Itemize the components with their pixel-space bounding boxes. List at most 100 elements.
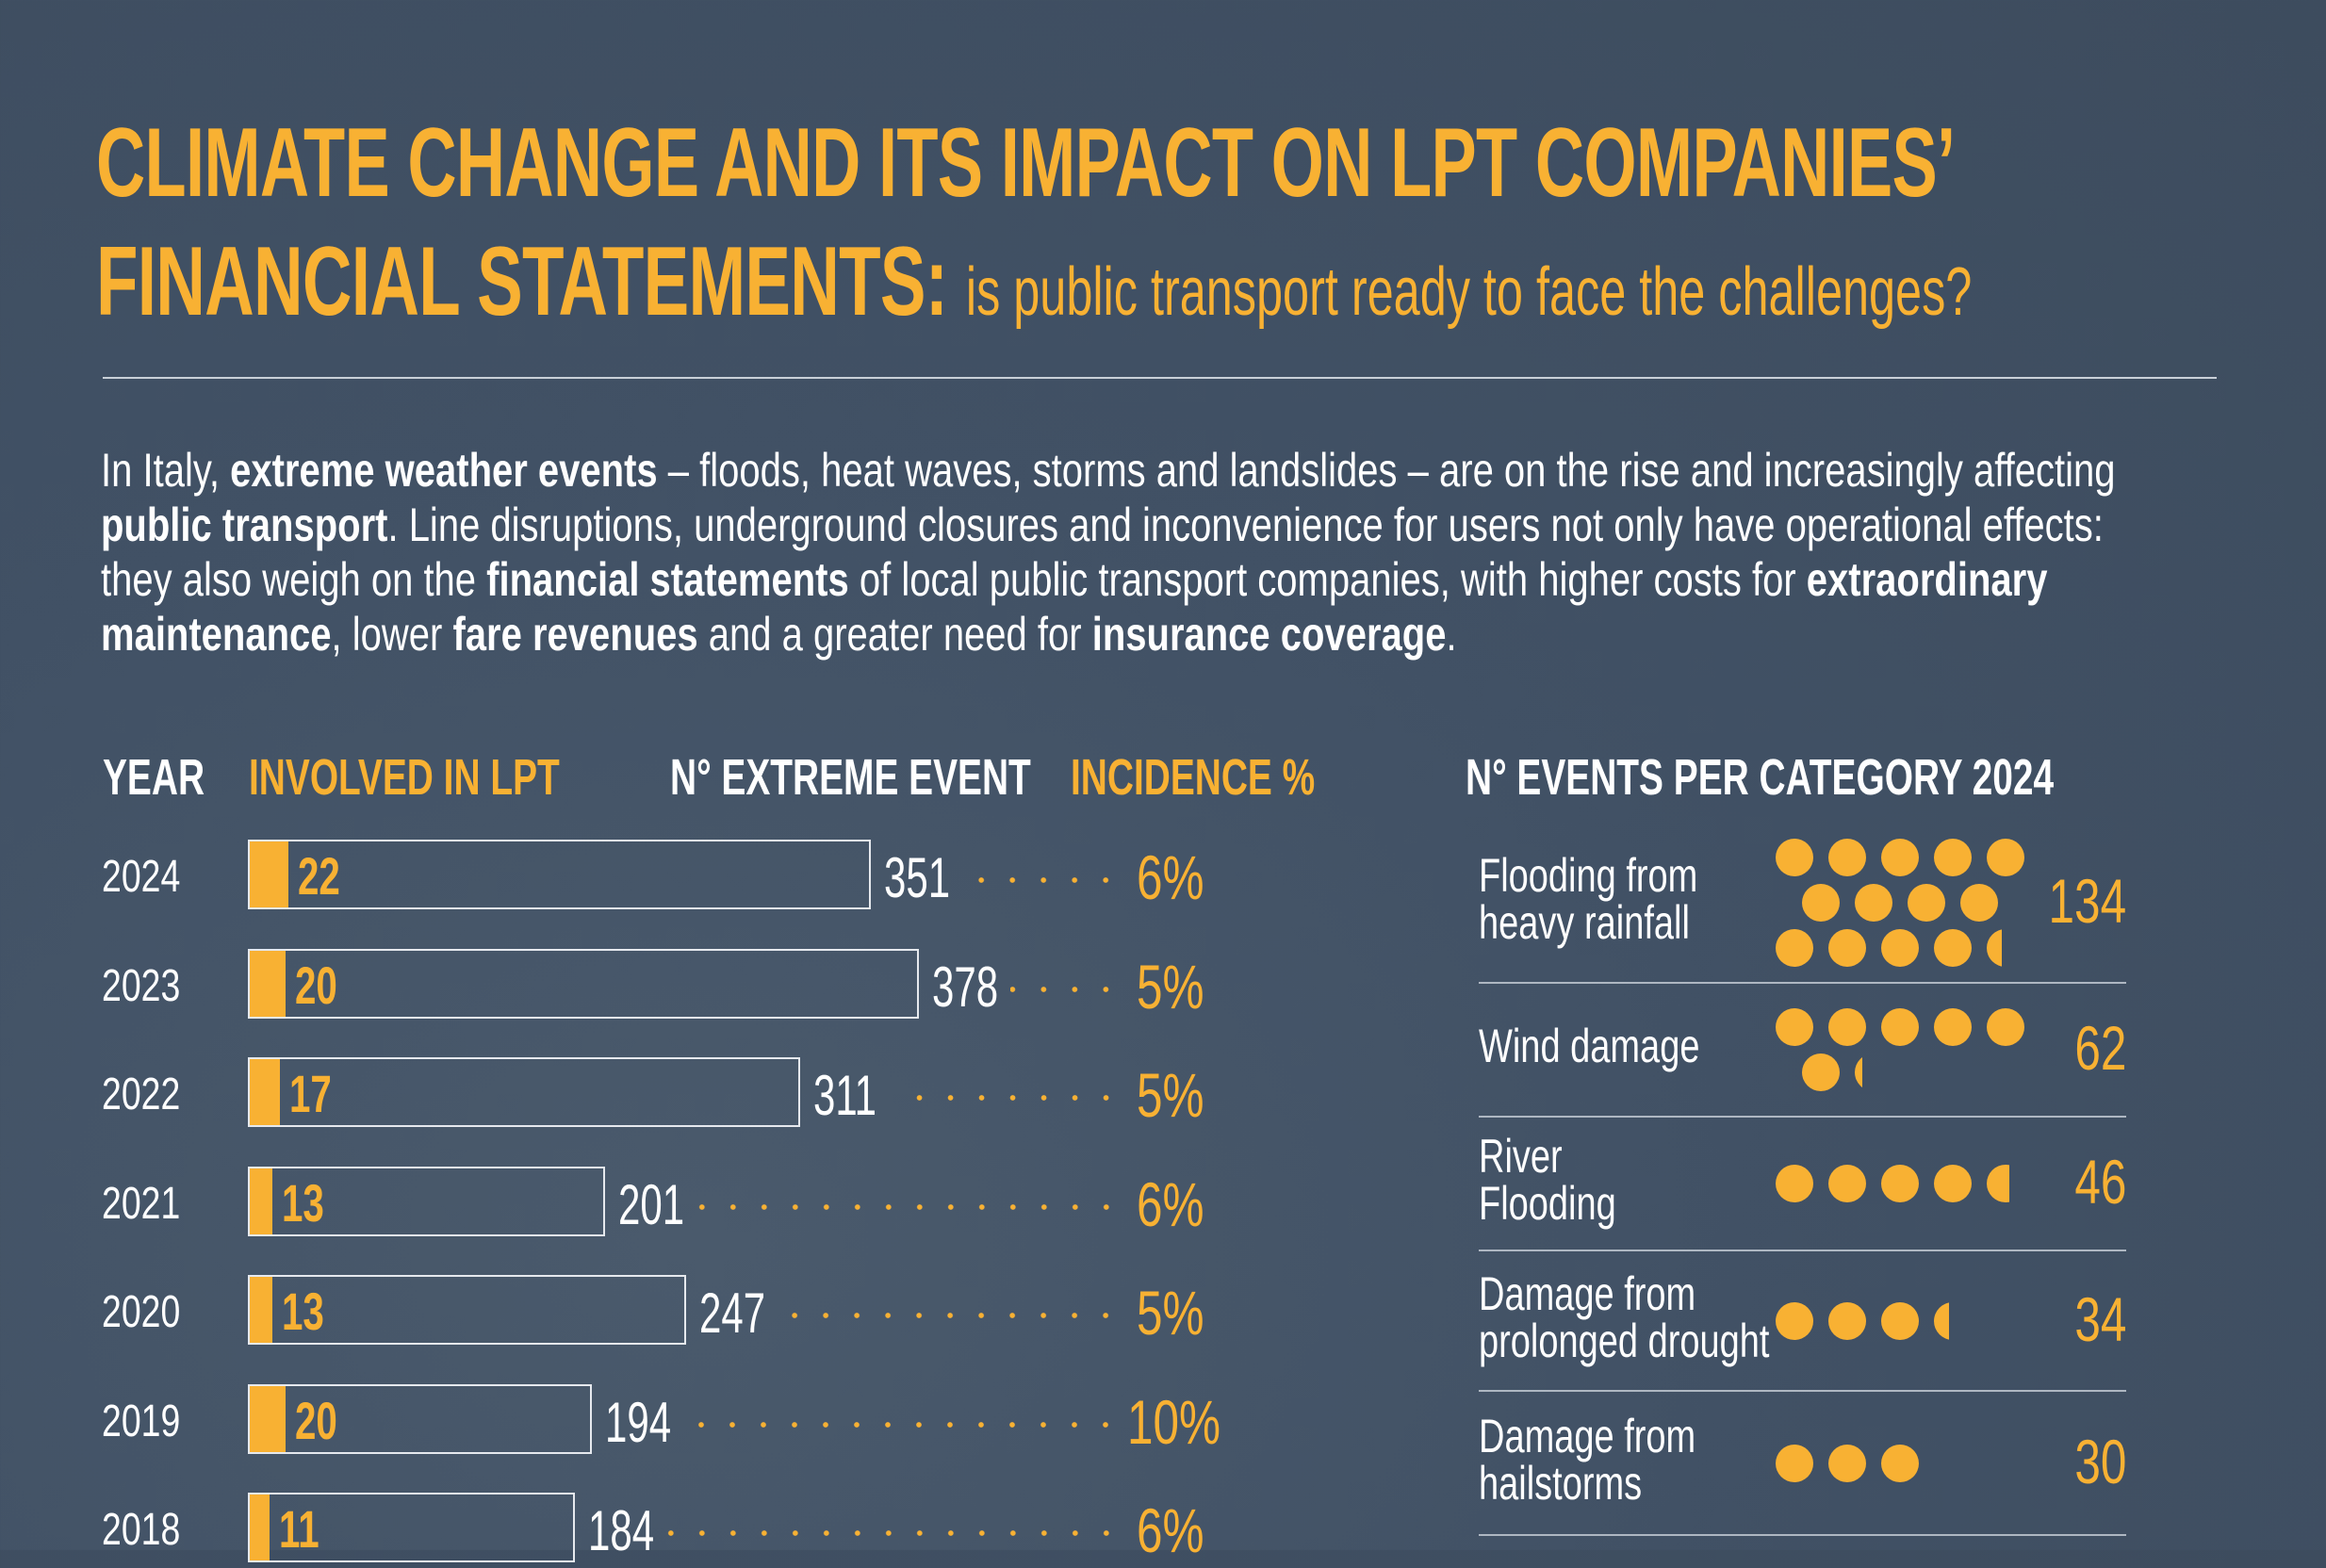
dot: [1776, 1301, 1813, 1340]
bar-row: 2024 22 351 6%: [0, 840, 1319, 915]
events-bar: [248, 1275, 687, 1345]
title-line-1: CLIMATE CHANGE AND ITS IMPACT ON LPT COM…: [96, 108, 1956, 218]
dot: [1776, 1444, 1813, 1482]
dot: [1828, 1008, 1866, 1046]
partial-dot: [1987, 929, 2002, 967]
events-bar: [248, 1383, 593, 1454]
category-divider: [1479, 1534, 2126, 1536]
category-chart-title: N° EVENTS PER CATEGORY 2024: [1466, 749, 2055, 806]
category-row: Wind damage 62: [1479, 983, 2126, 1118]
bar-row: 2020 13 247 5%: [0, 1275, 1319, 1350]
incidence-value: 6%: [1137, 1495, 1204, 1565]
dot: [1776, 1165, 1813, 1202]
dot: [1776, 1008, 1813, 1046]
category-divider: [1479, 1116, 2126, 1118]
bar-row: 2018 11 184 6%: [0, 1493, 1319, 1568]
dot: [1828, 1301, 1866, 1340]
category-label: River Flooding: [1479, 1133, 1616, 1227]
header-year: YEAR: [103, 749, 205, 806]
category-label-line: Damage from: [1479, 1266, 1696, 1320]
events-bar: [248, 948, 920, 1019]
dotted-leader: [891, 1095, 1122, 1101]
category-label-line: hailstorms: [1479, 1456, 1643, 1510]
category-divider: [1479, 982, 2126, 984]
involved-value: 13: [282, 1172, 325, 1233]
incidence-value: 6%: [1137, 842, 1204, 912]
partial-dot: [1987, 1165, 2009, 1202]
year-label: 2019: [102, 1396, 181, 1446]
dot-pictogram: [1776, 1165, 2009, 1202]
dot: [1934, 839, 1972, 876]
involved-fill: [250, 1168, 273, 1234]
incidence-value: 5%: [1137, 1278, 1204, 1348]
events-value: 378: [932, 955, 999, 1019]
category-row: Flooding from heavy rainfall 134: [1479, 823, 2126, 984]
events-bar: [248, 1166, 605, 1236]
category-label-line: Damage from: [1479, 1409, 1696, 1462]
events-value: 247: [699, 1282, 766, 1345]
year-label: 2022: [102, 1070, 181, 1119]
intro-text: In Italy,: [101, 444, 231, 497]
involved-value: 20: [294, 955, 337, 1015]
category-row: River Flooding 46: [1479, 1117, 2126, 1251]
category-label-line: Flooding: [1479, 1177, 1616, 1230]
category-value: 62: [2073, 1013, 2126, 1083]
dot: [1881, 1165, 1919, 1202]
dot: [1960, 884, 1998, 922]
incidence-value: 10%: [1127, 1386, 1221, 1457]
dot: [1934, 1008, 1972, 1046]
intro-text: .: [1446, 608, 1457, 661]
dot: [1881, 929, 1919, 967]
subtitle: is public transport ready to face the ch…: [965, 254, 1973, 330]
dotted-leader: [665, 1530, 1122, 1536]
events-value: 194: [605, 1390, 672, 1454]
dot: [1934, 929, 1972, 967]
dot: [1828, 1165, 1866, 1202]
year-label: 2021: [102, 1178, 181, 1229]
dot: [1828, 929, 1866, 967]
dot: [1802, 884, 1840, 922]
dot: [1855, 884, 1892, 922]
intro-text: of local public transport companies, wit…: [848, 553, 1807, 606]
title-line-2: FINANCIAL STATEMENTS:: [96, 227, 948, 336]
events-value: 184: [587, 1499, 654, 1562]
dot: [1828, 1444, 1866, 1482]
incidence-value: 5%: [1137, 951, 1204, 1021]
events-value: 351: [884, 846, 951, 909]
dot: [1881, 1008, 1919, 1046]
year-label: 2018: [102, 1505, 181, 1555]
category-label-line: Flooding from: [1479, 849, 1698, 902]
category-divider: [1479, 1390, 2126, 1392]
dot: [1881, 1444, 1919, 1482]
dotted-leader: [696, 1203, 1122, 1210]
intro-emphasis: financial statements: [486, 553, 849, 606]
dot: [1776, 929, 1813, 967]
dot-pictogram: [1776, 839, 2024, 967]
category-value: 34: [2073, 1283, 2126, 1354]
category-label: Flooding from heavy rainfall: [1479, 852, 1697, 946]
header-events: N° EXTREME EVENT: [670, 749, 1031, 806]
incidence-value: 5%: [1137, 1060, 1204, 1130]
events-bar: [248, 840, 872, 909]
category-label-line: River: [1479, 1130, 1563, 1183]
year-label: 2024: [102, 852, 181, 902]
involved-value: 11: [278, 1499, 319, 1559]
dot-pictogram: [1776, 1444, 1919, 1482]
involved-fill: [250, 841, 289, 907]
dot: [1987, 1008, 2024, 1046]
dot-pictogram: [1776, 1301, 1949, 1340]
category-row: Damage from prolonged drought 34: [1479, 1250, 2126, 1392]
category-label: Wind damage: [1479, 1022, 1699, 1070]
intro-text: . Line disruptions, underground closures…: [101, 498, 2104, 606]
dot: [1776, 839, 1813, 876]
intro-text: , lower: [331, 608, 453, 661]
category-label: Damage from prolonged drought: [1479, 1270, 1769, 1364]
events-value: 201: [617, 1172, 684, 1236]
category-value: 46: [2073, 1147, 2126, 1217]
involved-fill: [250, 1059, 281, 1125]
partial-dot: [1934, 1301, 1949, 1340]
incidence-value: 6%: [1137, 1168, 1204, 1239]
bar-row: 2023 20 378 5%: [0, 948, 1319, 1024]
dot: [1987, 839, 2024, 876]
dot: [1802, 1054, 1840, 1091]
